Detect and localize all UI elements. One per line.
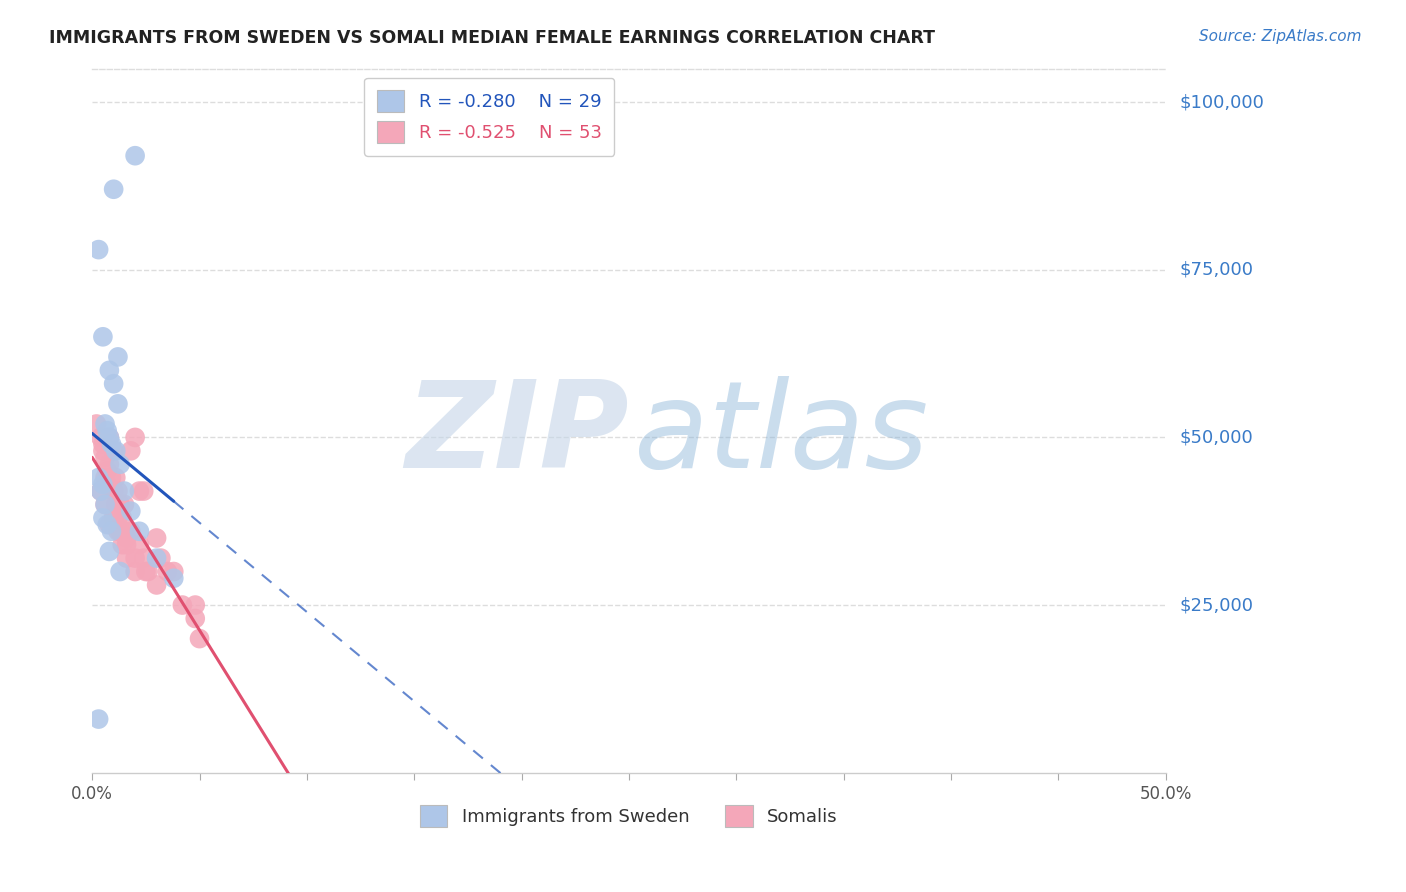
Point (103, 484, 125, 499)
Point (107, 524, 129, 539)
Point (145, 551, 167, 566)
Point (108, 565, 131, 579)
Point (96, 517, 118, 532)
Point (108, 457, 131, 471)
Point (91, 443, 114, 458)
Point (112, 498, 135, 512)
Point (132, 551, 155, 566)
Text: $25,000: $25,000 (1180, 596, 1254, 614)
Point (94, 450, 117, 465)
Point (163, 571, 186, 585)
Text: $75,000: $75,000 (1180, 260, 1254, 278)
Point (100, 524, 122, 539)
Point (98, 430, 121, 444)
Point (100, 437, 122, 451)
Point (112, 524, 135, 539)
Point (100, 470, 122, 484)
Point (107, 484, 129, 499)
Point (108, 524, 131, 539)
Point (96, 464, 118, 478)
Point (128, 484, 150, 499)
Point (94, 470, 117, 484)
Point (107, 397, 129, 411)
Text: ZIP: ZIP (405, 376, 628, 493)
Point (90, 484, 112, 499)
Point (108, 498, 131, 512)
Point (107, 350, 129, 364)
Point (98, 544, 121, 558)
Text: IMMIGRANTS FROM SWEDEN VS SOMALI MEDIAN FEMALE EARNINGS CORRELATION CHART: IMMIGRANTS FROM SWEDEN VS SOMALI MEDIAN … (49, 29, 935, 46)
Point (98, 430, 121, 444)
Point (111, 511, 134, 525)
Point (94, 498, 117, 512)
Point (103, 511, 125, 525)
Point (112, 484, 135, 499)
Point (90, 430, 112, 444)
Text: $100,000: $100,000 (1180, 93, 1264, 112)
Point (128, 524, 150, 539)
Point (120, 443, 142, 458)
Point (156, 565, 179, 579)
Point (188, 632, 211, 646)
Point (172, 598, 194, 612)
Point (91, 330, 114, 344)
Point (145, 531, 167, 545)
Point (184, 598, 207, 612)
Point (124, 551, 146, 566)
Point (96, 477, 118, 491)
Point (115, 531, 138, 545)
Point (98, 517, 121, 532)
Point (104, 470, 127, 484)
Point (103, 511, 125, 525)
Point (136, 565, 159, 579)
Legend: Immigrants from Sweden, Somalis: Immigrants from Sweden, Somalis (413, 797, 845, 834)
Point (103, 443, 125, 458)
Point (87, 243, 110, 257)
Point (135, 565, 157, 579)
Point (124, 430, 146, 444)
Point (124, 149, 146, 163)
Point (115, 551, 138, 566)
Point (94, 498, 117, 512)
Point (91, 437, 114, 451)
Point (103, 182, 125, 196)
Point (91, 511, 114, 525)
Point (90, 484, 112, 499)
Point (91, 477, 114, 491)
Point (120, 524, 142, 539)
Point (104, 498, 127, 512)
Point (107, 511, 129, 525)
Point (128, 538, 150, 552)
Point (115, 538, 138, 552)
Point (149, 551, 172, 566)
Point (96, 424, 118, 438)
Point (103, 376, 125, 391)
Point (104, 443, 127, 458)
Text: Source: ZipAtlas.com: Source: ZipAtlas.com (1198, 29, 1361, 44)
Point (163, 565, 186, 579)
Point (124, 565, 146, 579)
Point (184, 611, 207, 625)
Point (87, 470, 110, 484)
Point (98, 457, 121, 471)
Point (87, 712, 110, 726)
Text: $50,000: $50,000 (1180, 428, 1253, 446)
Point (98, 363, 121, 377)
Point (132, 484, 155, 499)
Point (108, 524, 131, 539)
Point (145, 578, 167, 592)
Point (120, 504, 142, 518)
Point (111, 538, 134, 552)
Text: atlas: atlas (634, 376, 929, 493)
Point (94, 417, 117, 431)
Point (86, 417, 108, 431)
